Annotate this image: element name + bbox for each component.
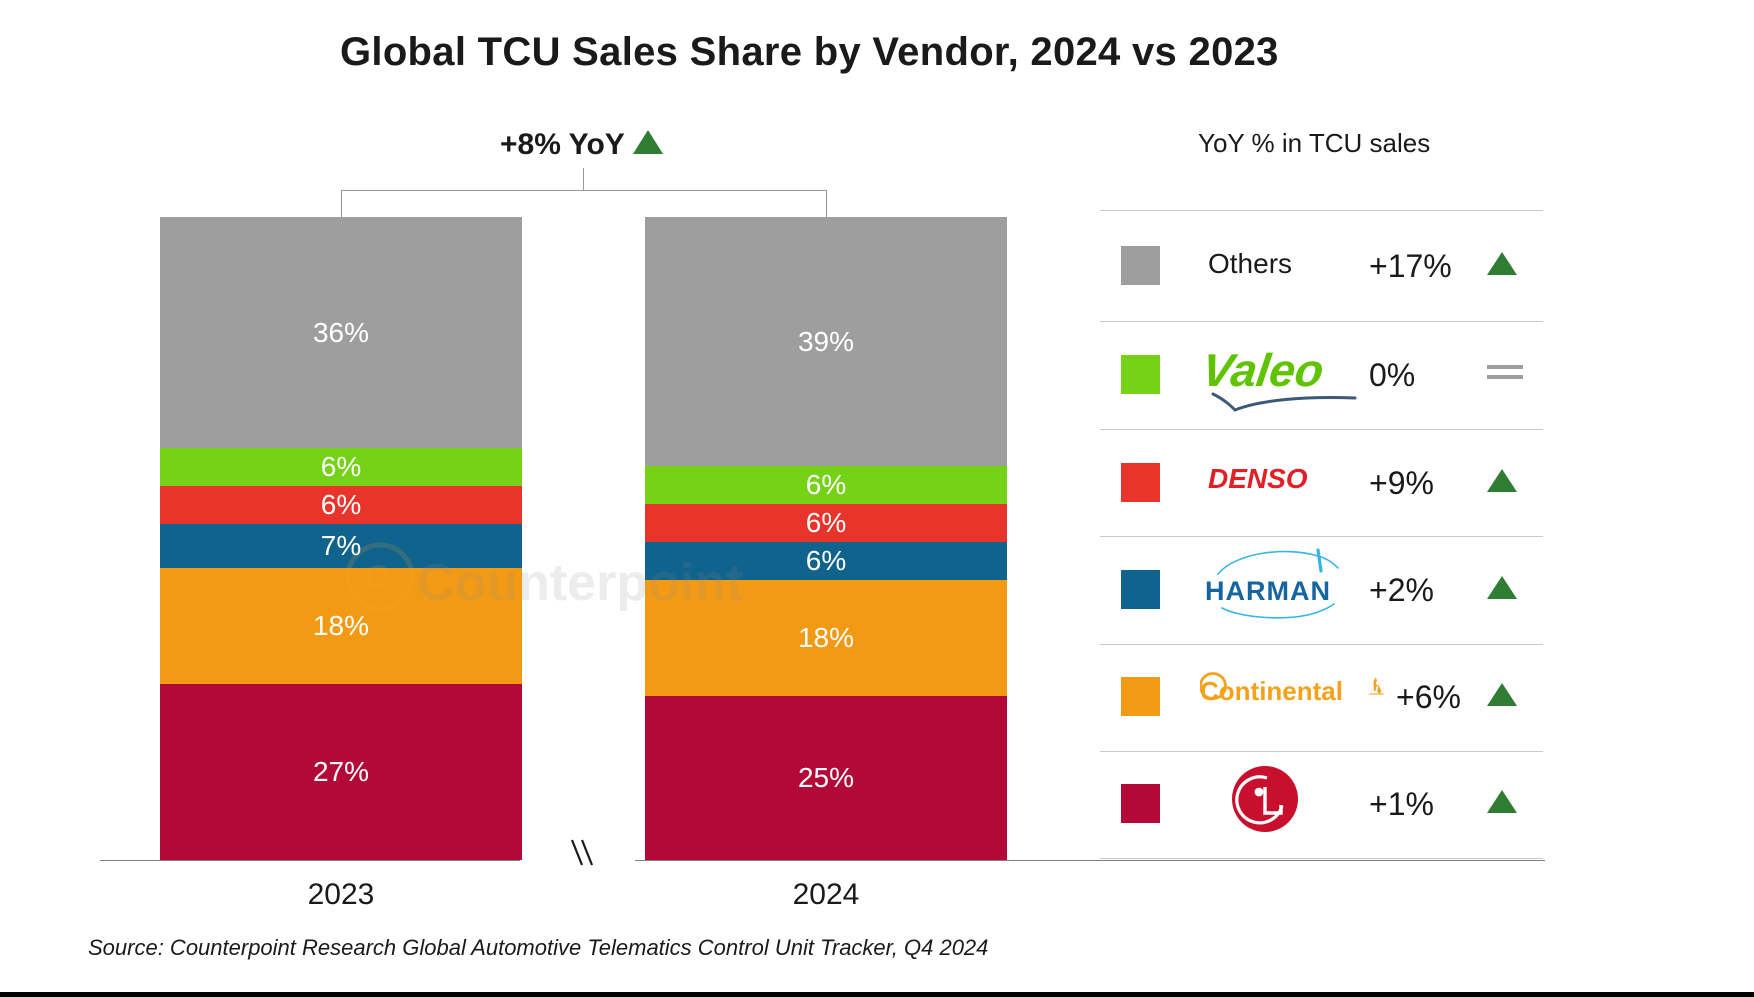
svg-text:Valeo: Valeo (1205, 344, 1327, 396)
svg-text:Continental: Continental (1200, 676, 1343, 706)
svg-text:C: C (365, 559, 390, 597)
svg-text:Counterpoint: Counterpoint (417, 554, 743, 612)
svg-text:HARMAN: HARMAN (1205, 576, 1331, 606)
